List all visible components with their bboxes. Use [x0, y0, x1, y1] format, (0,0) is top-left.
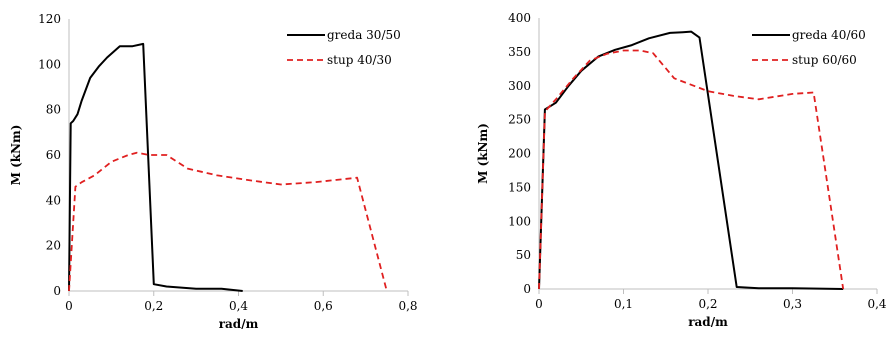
chart-0-x-tick-label: 0,4: [229, 299, 248, 313]
chart-1-series-0-line: [538, 30, 844, 290]
chart-1-y-tick-label: 350: [508, 45, 531, 59]
chart-left: 0 20 40 60 80 100 120 0 0,2 0,4 0,6 0,8 rad/m M (kNm)…: [0, 0, 445, 344]
chart-0-x-tick-label: 0,2: [144, 299, 163, 313]
chart-1-y-tick-label: 150: [508, 180, 531, 194]
chart-1-x-tick-label: 0: [535, 297, 543, 311]
chart-0-legend-label-1: stup 40/30: [327, 53, 392, 67]
chart-left-svg: 0 20 40 60 80 100 120 0 0,2 0,4 0,6 0,8 rad/m M (kNm)…: [9, 12, 418, 331]
chart-1-y-tick-label: 300: [508, 79, 531, 93]
chart-0-series-0-line: [68, 42, 243, 292]
chart-1-legend-label-0: greda 40/60: [792, 28, 866, 42]
chart-1-x-tick-label: 0,3: [783, 297, 802, 311]
chart-0-x-tick-label: 0,8: [398, 299, 417, 313]
chart-right-svg: 0 50 100 150 200 250 300 350 400 0 0,1 0,2 0,3 0,4 rad…: [476, 11, 887, 329]
chart-0-y-tick-label: 80: [46, 103, 61, 117]
chart-0-y-axis-label: M (kNm): [9, 125, 23, 186]
chart-1-x-axis-label: rad/m: [688, 315, 728, 329]
chart-0-y-tick-label: 40: [46, 193, 61, 207]
chart-0-y-tick-label: 120: [38, 12, 61, 26]
chart-1-x-tick-label: 0,2: [698, 297, 717, 311]
chart-0-y-tick-label: 0: [53, 284, 61, 298]
chart-1-y-tick-label: 0: [523, 282, 531, 296]
chart-0-x-tick-label: 0: [65, 299, 73, 313]
chart-0-x-axis-label: rad/m: [219, 317, 259, 331]
chart-0-y-tick-label: 20: [46, 239, 61, 253]
chart-0-legend-label-0: greda 30/50: [327, 28, 401, 42]
chart-1-x-tick-label: 0,4: [867, 297, 886, 311]
chart-1-y-tick-label: 50: [516, 248, 531, 262]
chart-1-y-axis-label: M (kNm): [476, 123, 490, 184]
chart-0-x-tick-label: 0,6: [314, 299, 333, 313]
chart-1-y-tick-label: 100: [508, 214, 531, 228]
chart-1-y-tick-label: 400: [508, 11, 531, 25]
chart-1-legend-label-1: stup 60/60: [792, 53, 857, 67]
chart-right: 0 50 100 150 200 250 300 350 400 0 0,1 0,2 0,3 0,4 rad…: [445, 0, 890, 344]
chart-0-y-tick-label: 100: [38, 57, 61, 71]
chart-1-series-1-line: [538, 49, 845, 290]
chart-0-series-1-line: [68, 151, 388, 292]
chart-1-x-tick-label: 0,1: [614, 297, 633, 311]
chart-1-y-tick-label: 200: [508, 147, 531, 161]
chart-0-y-tick-label: 60: [46, 148, 61, 162]
chart-1-y-tick-label: 250: [508, 113, 531, 127]
